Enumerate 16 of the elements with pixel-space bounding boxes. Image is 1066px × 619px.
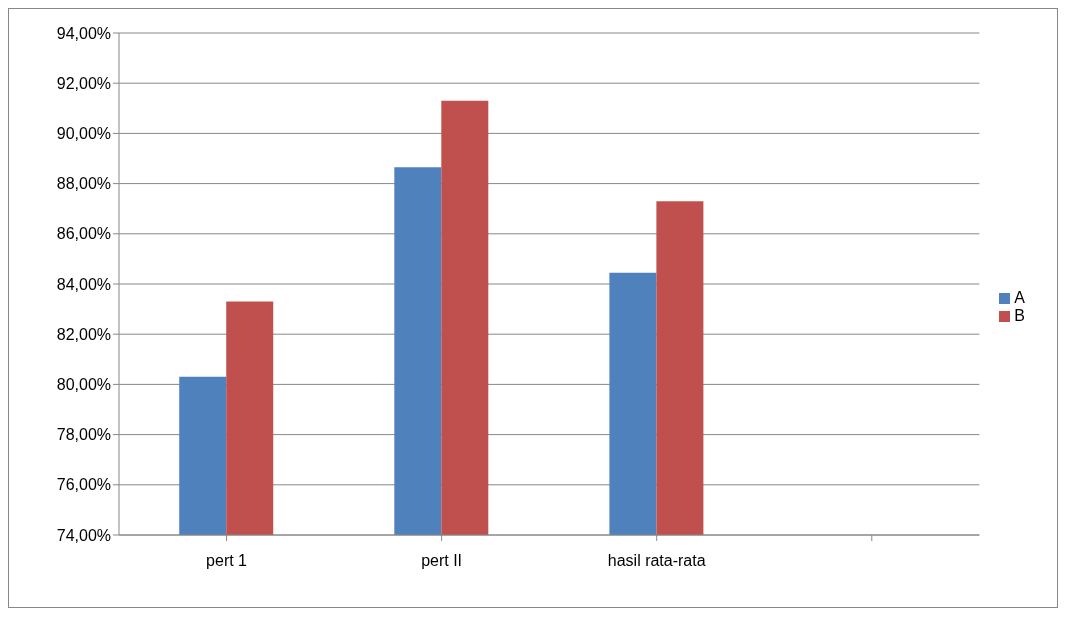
y-tick-label: 94,00% [56, 24, 111, 42]
y-tick-label: 86,00% [56, 225, 111, 243]
y-tick-label: 78,00% [56, 426, 111, 444]
legend-label: B [1014, 307, 1025, 324]
y-tick-label: 80,00% [56, 376, 111, 394]
y-tick-label: 76,00% [56, 476, 111, 494]
y-tick-label: 82,00% [56, 325, 111, 343]
y-tick-label: 74,00% [56, 526, 111, 544]
legend-label: A [1014, 289, 1025, 306]
y-tick-label: 90,00% [56, 125, 111, 143]
y-tick-label: 92,00% [56, 74, 111, 92]
y-tick-label: 84,00% [56, 275, 111, 293]
x-tick-label: pert 1 [206, 552, 248, 570]
y-tick-label: 88,00% [56, 175, 111, 193]
x-tick-label: hasil rata-rata [607, 552, 706, 570]
x-tick-label: pert II [421, 552, 463, 570]
